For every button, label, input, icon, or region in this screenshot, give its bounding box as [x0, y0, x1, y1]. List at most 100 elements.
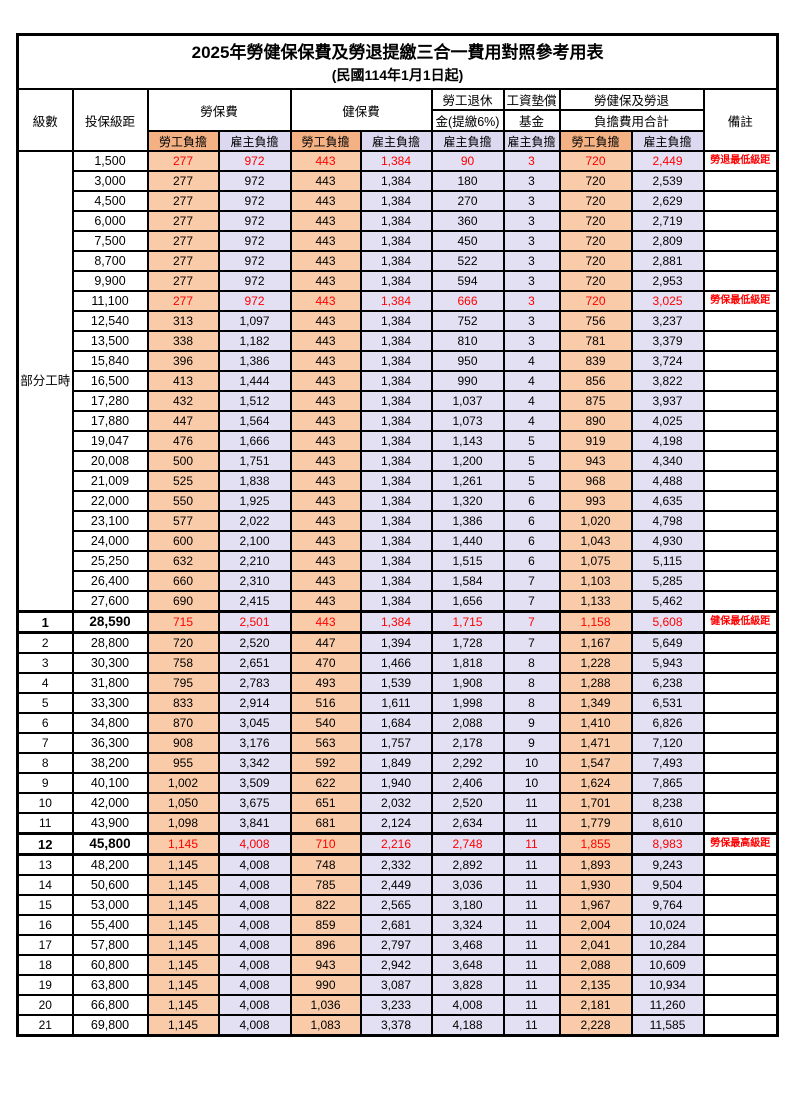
- cell-wage-fund-employer: 11: [502, 1014, 561, 1037]
- table-row: 25,250 632 2,210 443 1,384 1,515 6 1,075 5,115: [18, 550, 779, 572]
- cell-labor-employee: 600: [146, 530, 220, 552]
- cell-health-employer: 1,384: [359, 230, 433, 252]
- cell-health-employee: 443: [289, 450, 362, 472]
- cell-health-employer: 1,849: [359, 752, 433, 774]
- cell-bracket: 42,000: [71, 792, 149, 814]
- cell-wage-fund-employer: 3: [502, 170, 561, 192]
- cell-labor-employer: 2,914: [217, 692, 292, 714]
- cell-remark: [702, 270, 779, 292]
- cell-pension-employer: 1,261: [430, 470, 505, 492]
- cell-remark: [702, 994, 779, 1016]
- table-row: 部分工時 1,500 277 972 443 1,384 90 3 720 2,449 勞退最低級距: [16, 150, 779, 613]
- cell-labor-employer: 3,176: [217, 732, 292, 754]
- cell-pension-employer: 1,908: [430, 672, 505, 694]
- cell-pension-employer: 270: [430, 190, 505, 212]
- table-row: 10 42,000 1,050 3,675 651 2,032 2,520 11 1,701 8,…: [16, 792, 779, 814]
- cell-health-employer: 1,384: [359, 170, 433, 192]
- cell-pension-employer: 1,715: [430, 610, 505, 634]
- cell-wage-fund-employer: 6: [502, 510, 561, 532]
- cell-total-employee: 720: [558, 230, 633, 252]
- cell-labor-employee: 1,002: [146, 772, 220, 794]
- cell-remark: [702, 390, 779, 412]
- table-row: 27,600 690 2,415 443 1,384 1,656 7 1,133 5,462: [18, 590, 779, 613]
- cell-labor-employee: 908: [146, 732, 220, 754]
- cell-pension-employer: 950: [430, 350, 505, 372]
- cell-total-employee: 875: [558, 390, 633, 412]
- cell-bracket: 27,600: [71, 590, 149, 613]
- cell-health-employer: 1,384: [359, 550, 433, 572]
- cell-health-employer: 1,757: [359, 732, 433, 754]
- title-row: 2025年勞健保保費及勞退提繳三合一費用對照參考用表 (民國114年1月1日起): [16, 33, 779, 90]
- cell-health-employer: 3,087: [359, 974, 433, 996]
- cell-labor-employee: 277: [146, 270, 220, 292]
- cell-bracket: 15,840: [71, 350, 149, 372]
- cell-total-employee: 1,930: [558, 874, 633, 896]
- cell-total-employee: 1,410: [558, 712, 633, 734]
- cell-total-employer: 3,025: [630, 290, 705, 312]
- cell-health-employee: 443: [289, 410, 362, 432]
- cell-labor-employer: 972: [217, 190, 292, 212]
- cell-level: 16: [16, 914, 74, 936]
- cell-labor-employer: 4,008: [217, 853, 292, 876]
- cell-total-employer: 6,531: [630, 692, 705, 714]
- cell-health-employee: 681: [289, 812, 362, 835]
- cell-pension-employer: 3,648: [430, 954, 505, 976]
- cell-health-employee: 447: [289, 631, 362, 654]
- table-row: 23,100 577 2,022 443 1,384 1,386 6 1,020 4,798: [18, 510, 779, 532]
- cell-remark: [702, 672, 779, 694]
- cell-remark: [702, 631, 779, 654]
- table-row: 14 50,600 1,145 4,008 785 2,449 3,036 11 1,930 9,…: [16, 874, 779, 896]
- cell-remark: [702, 752, 779, 774]
- cell-wage-fund-employer: 4: [502, 410, 561, 432]
- cell-remark: [702, 530, 779, 552]
- cell-wage-fund-employer: 11: [502, 994, 561, 1016]
- cell-level: 2: [16, 631, 74, 654]
- cell-health-employer: 1,940: [359, 772, 433, 794]
- cell-remark: [702, 190, 779, 212]
- cell-health-employee: 822: [289, 894, 362, 916]
- cell-labor-employer: 4,008: [217, 974, 292, 996]
- cell-bracket: 17,280: [71, 390, 149, 412]
- cell-wage-fund-employer: 11: [502, 832, 561, 856]
- cell-pension-employer: 990: [430, 370, 505, 392]
- cell-wage-fund-employer: 10: [502, 772, 561, 794]
- cell-health-employee: 443: [289, 230, 362, 252]
- cell-bracket: 22,000: [71, 490, 149, 512]
- cell-wage-fund-employer: 6: [502, 530, 561, 552]
- cell-health-employee: 622: [289, 772, 362, 794]
- cell-wage-fund-employer: 3: [502, 210, 561, 232]
- cell-remark: 健保最低級距: [702, 610, 779, 634]
- cell-total-employee: 2,228: [558, 1014, 633, 1037]
- cell-bracket: 28,800: [71, 631, 149, 654]
- cell-bracket: 30,300: [71, 652, 149, 674]
- col-header-wage-fund-line2: 基金: [502, 109, 561, 132]
- cell-bracket: 7,500: [71, 230, 149, 252]
- cell-labor-employer: 972: [217, 150, 292, 172]
- cell-health-employer: 1,384: [359, 330, 433, 352]
- cell-health-employer: 1,384: [359, 450, 433, 472]
- cell-total-employee: 856: [558, 370, 633, 392]
- cell-level: 3: [16, 652, 74, 674]
- cell-total-employer: 2,809: [630, 230, 705, 252]
- cell-wage-fund-employer: 11: [502, 792, 561, 814]
- table-row: 3 30,300 758 2,651 470 1,466 1,818 8 1,228 5,943: [16, 652, 779, 674]
- cell-labor-employer: 2,210: [217, 550, 292, 572]
- cell-remark: [702, 230, 779, 252]
- cell-total-employer: 4,198: [630, 430, 705, 452]
- cell-bracket: 16,500: [71, 370, 149, 392]
- cell-total-employee: 720: [558, 270, 633, 292]
- col-header-pension-line2: 金(提繳6%): [430, 109, 505, 132]
- cell-bracket: 17,880: [71, 410, 149, 432]
- cell-health-employee: 651: [289, 792, 362, 814]
- cell-bracket: 25,250: [71, 550, 149, 572]
- cell-health-employer: 1,466: [359, 652, 433, 674]
- table-row: 6 34,800 870 3,045 540 1,684 2,088 9 1,410 6,826: [16, 712, 779, 734]
- cell-bracket: 63,800: [71, 974, 149, 996]
- cell-labor-employer: 3,841: [217, 812, 292, 835]
- cell-bracket: 55,400: [71, 914, 149, 936]
- cell-level: 17: [16, 934, 74, 956]
- cell-labor-employee: 1,050: [146, 792, 220, 814]
- cell-bracket: 48,200: [71, 853, 149, 876]
- page-title: 2025年勞健保保費及勞退提繳三合一費用對照參考用表: [191, 43, 604, 63]
- cell-health-employee: 443: [289, 250, 362, 272]
